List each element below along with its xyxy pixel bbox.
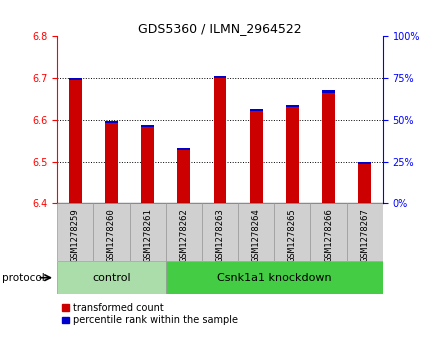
Text: GSM1278262: GSM1278262: [180, 208, 188, 262]
Bar: [57, 261, 166, 294]
Text: GSM1278260: GSM1278260: [107, 208, 116, 262]
Bar: [105, 123, 118, 203]
Bar: [322, 93, 335, 203]
Bar: [250, 109, 263, 111]
Bar: [274, 203, 311, 261]
Bar: [177, 148, 190, 150]
Text: GSM1278266: GSM1278266: [324, 208, 333, 262]
Text: GSM1278259: GSM1278259: [71, 208, 80, 262]
Text: GSM1278261: GSM1278261: [143, 208, 152, 262]
Text: GSM1278263: GSM1278263: [216, 208, 224, 262]
Bar: [69, 78, 82, 80]
Bar: [141, 125, 154, 127]
Bar: [286, 105, 299, 107]
Text: Csnk1a1 knockdown: Csnk1a1 knockdown: [217, 273, 332, 283]
Bar: [286, 107, 299, 203]
Text: control: control: [92, 273, 131, 283]
Text: GSM1278267: GSM1278267: [360, 208, 369, 262]
Bar: [214, 78, 226, 203]
Bar: [214, 76, 226, 78]
Bar: [202, 203, 238, 261]
Bar: [238, 203, 274, 261]
Text: GSM1278264: GSM1278264: [252, 208, 260, 262]
Bar: [347, 203, 383, 261]
Bar: [250, 111, 263, 203]
Bar: [105, 121, 118, 123]
Bar: [177, 150, 190, 203]
Bar: [359, 164, 371, 203]
Text: protocol: protocol: [2, 273, 45, 283]
Bar: [141, 127, 154, 203]
Bar: [57, 203, 93, 261]
Bar: [69, 80, 82, 203]
Bar: [166, 261, 383, 294]
Bar: [166, 203, 202, 261]
Bar: [129, 203, 166, 261]
Legend: transformed count, percentile rank within the sample: transformed count, percentile rank withi…: [62, 302, 238, 326]
Title: GDS5360 / ILMN_2964522: GDS5360 / ILMN_2964522: [138, 22, 302, 35]
Text: GSM1278265: GSM1278265: [288, 208, 297, 262]
Bar: [359, 162, 371, 164]
Bar: [311, 203, 347, 261]
Bar: [322, 90, 335, 93]
Bar: [93, 203, 129, 261]
